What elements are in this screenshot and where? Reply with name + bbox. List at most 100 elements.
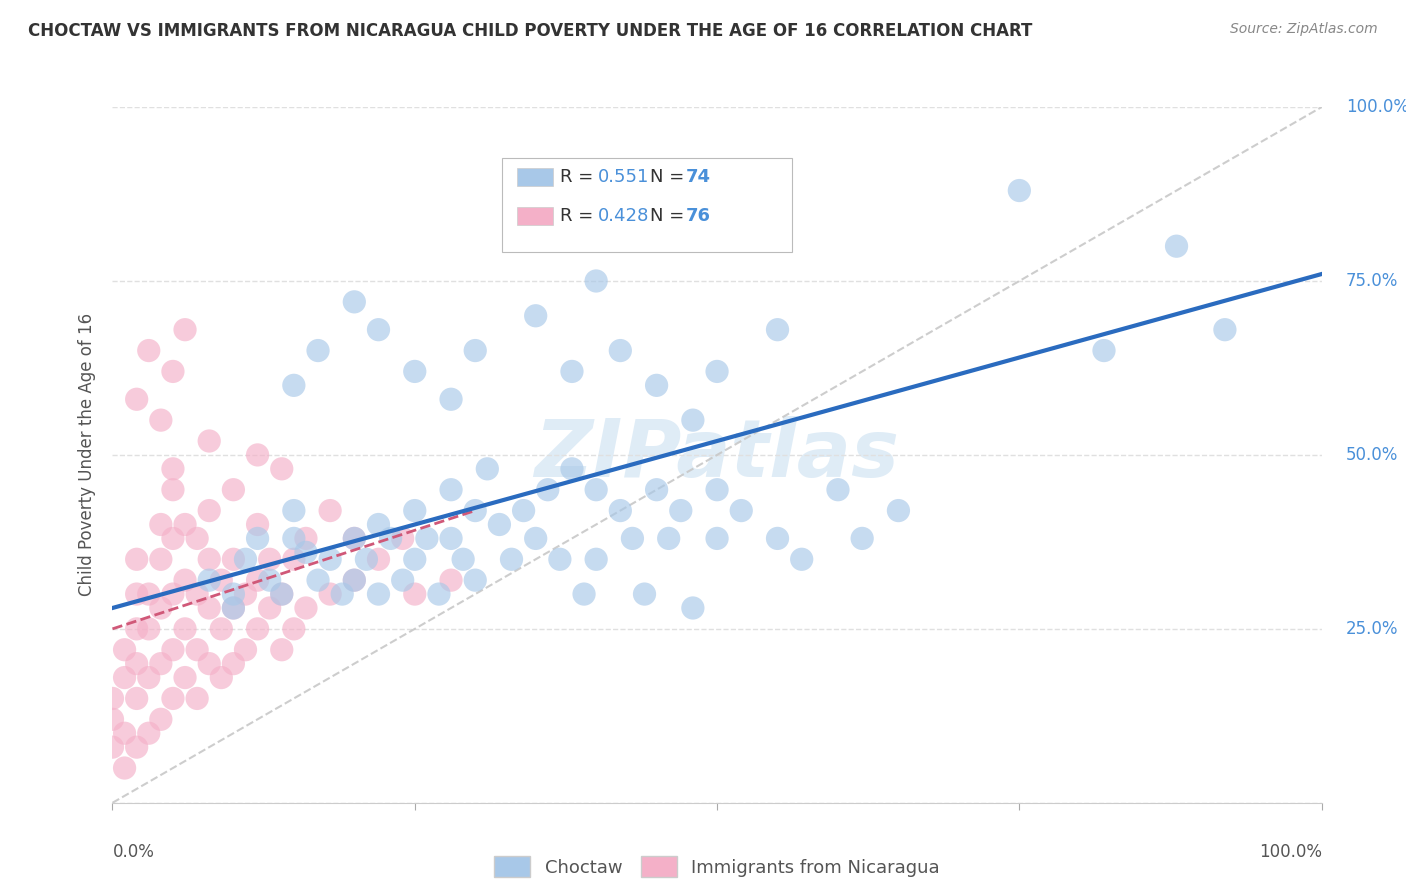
Point xyxy=(114,761,136,775)
Point xyxy=(246,573,269,587)
Point xyxy=(404,503,426,517)
Point xyxy=(186,587,208,601)
Text: 100.0%: 100.0% xyxy=(1346,98,1406,116)
Point xyxy=(548,552,571,566)
Point xyxy=(222,657,245,671)
Point xyxy=(343,532,366,546)
Point xyxy=(1166,239,1188,253)
Point xyxy=(162,587,184,601)
Point xyxy=(209,622,232,636)
Point xyxy=(440,392,463,407)
Point xyxy=(585,552,607,566)
Point xyxy=(682,601,704,615)
Point xyxy=(259,601,281,615)
Point xyxy=(138,343,160,358)
Point xyxy=(307,343,329,358)
Point xyxy=(1092,343,1115,358)
Point xyxy=(246,622,269,636)
Point xyxy=(380,532,402,546)
Point xyxy=(198,552,221,566)
Point xyxy=(198,657,221,671)
Point xyxy=(633,587,655,601)
Point xyxy=(162,462,184,476)
Point xyxy=(149,552,172,566)
Point xyxy=(367,552,389,566)
Point xyxy=(283,532,305,546)
Text: CHOCTAW VS IMMIGRANTS FROM NICARAGUA CHILD POVERTY UNDER THE AGE OF 16 CORRELATI: CHOCTAW VS IMMIGRANTS FROM NICARAGUA CHI… xyxy=(28,22,1032,40)
Point xyxy=(451,552,474,566)
Point xyxy=(537,483,560,497)
Point xyxy=(766,323,789,337)
Point xyxy=(343,573,366,587)
Text: 0.428: 0.428 xyxy=(598,207,650,225)
Point xyxy=(270,587,292,601)
Point xyxy=(246,448,269,462)
Point xyxy=(174,323,197,337)
Point xyxy=(585,483,607,497)
Point xyxy=(1008,184,1031,198)
Point xyxy=(138,726,160,740)
Point xyxy=(222,587,245,601)
Point xyxy=(572,587,595,601)
Point xyxy=(1213,323,1236,337)
Point xyxy=(149,712,172,726)
Point xyxy=(307,573,329,587)
Point xyxy=(186,691,208,706)
Point xyxy=(162,642,184,657)
Point xyxy=(235,587,257,601)
Point xyxy=(706,532,728,546)
Point xyxy=(283,552,305,566)
Text: N =: N = xyxy=(650,168,683,186)
Text: 75.0%: 75.0% xyxy=(1346,272,1398,290)
Point xyxy=(125,691,148,706)
Text: Source: ZipAtlas.com: Source: ZipAtlas.com xyxy=(1230,22,1378,37)
Point xyxy=(209,671,232,685)
Point xyxy=(125,740,148,755)
Point xyxy=(125,392,148,407)
Point xyxy=(270,587,292,601)
Point xyxy=(283,378,305,392)
Point xyxy=(222,601,245,615)
Point xyxy=(706,483,728,497)
Point xyxy=(464,503,486,517)
Point xyxy=(295,545,318,559)
Point xyxy=(198,434,221,448)
Point xyxy=(682,413,704,427)
Point xyxy=(645,483,668,497)
Point xyxy=(138,587,160,601)
Point xyxy=(186,532,208,546)
Point xyxy=(391,573,413,587)
Point xyxy=(114,726,136,740)
Point xyxy=(464,343,486,358)
Point xyxy=(125,552,148,566)
Point xyxy=(125,657,148,671)
Point xyxy=(477,462,499,476)
Point xyxy=(561,462,583,476)
Point xyxy=(440,532,463,546)
Point xyxy=(162,532,184,546)
Point xyxy=(114,671,136,685)
Point xyxy=(609,503,631,517)
Point xyxy=(186,642,208,657)
Point xyxy=(198,601,221,615)
Point xyxy=(367,517,389,532)
Point xyxy=(174,671,197,685)
Point xyxy=(101,740,124,755)
Point xyxy=(561,364,583,378)
Point xyxy=(343,573,366,587)
Point xyxy=(149,517,172,532)
Point xyxy=(790,552,813,566)
Point xyxy=(295,532,318,546)
Point xyxy=(851,532,873,546)
Point xyxy=(645,378,668,392)
Point xyxy=(162,691,184,706)
Point xyxy=(367,587,389,601)
Point xyxy=(512,503,534,517)
Point xyxy=(416,532,439,546)
Point xyxy=(125,587,148,601)
Point xyxy=(235,642,257,657)
Y-axis label: Child Poverty Under the Age of 16: Child Poverty Under the Age of 16 xyxy=(77,313,96,597)
Point xyxy=(464,573,486,587)
Point xyxy=(427,587,450,601)
Text: 100.0%: 100.0% xyxy=(1258,843,1322,861)
